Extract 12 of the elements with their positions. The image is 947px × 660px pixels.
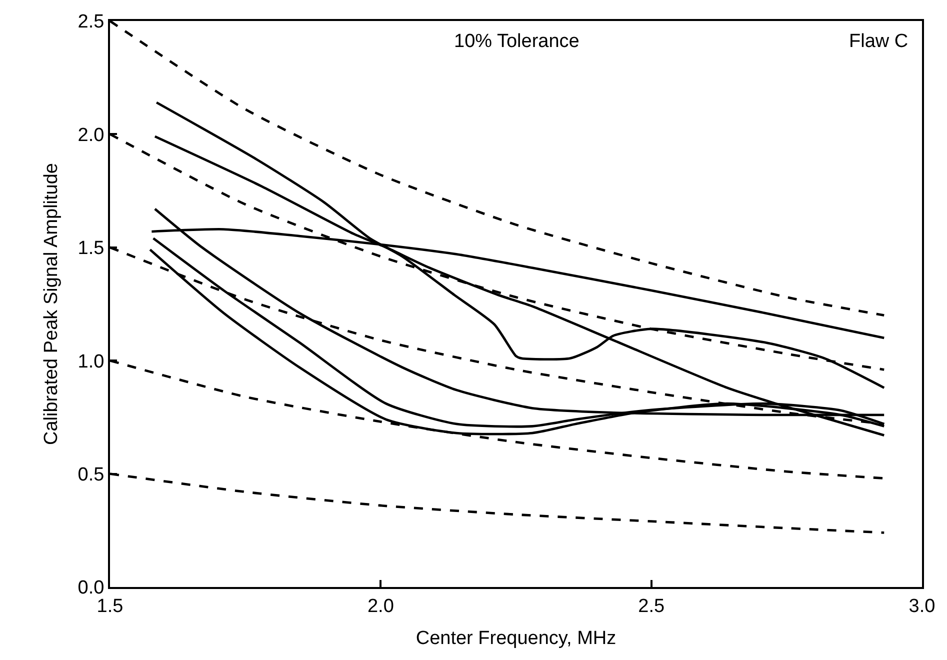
y-tick-label: 2.0 (78, 124, 104, 146)
y-tick-label: 1.5 (78, 238, 104, 260)
y-axis-title: Calibrated Peak Signal Amplitude (41, 162, 62, 446)
x-tick-label: 2.0 (367, 596, 394, 617)
y-tick-label: 0.5 (78, 464, 104, 486)
annotation: Flaw C (849, 31, 908, 52)
x-tick-label: 2.5 (638, 596, 665, 617)
y-tick-label: 1.0 (78, 351, 104, 372)
x-axis-title: Center Frequency, MHz (416, 628, 616, 650)
x-tick-label: 3.0 (908, 596, 936, 617)
y-tick-label: 2.5 (78, 12, 104, 33)
annotation: 10% Tolerance (454, 31, 580, 52)
